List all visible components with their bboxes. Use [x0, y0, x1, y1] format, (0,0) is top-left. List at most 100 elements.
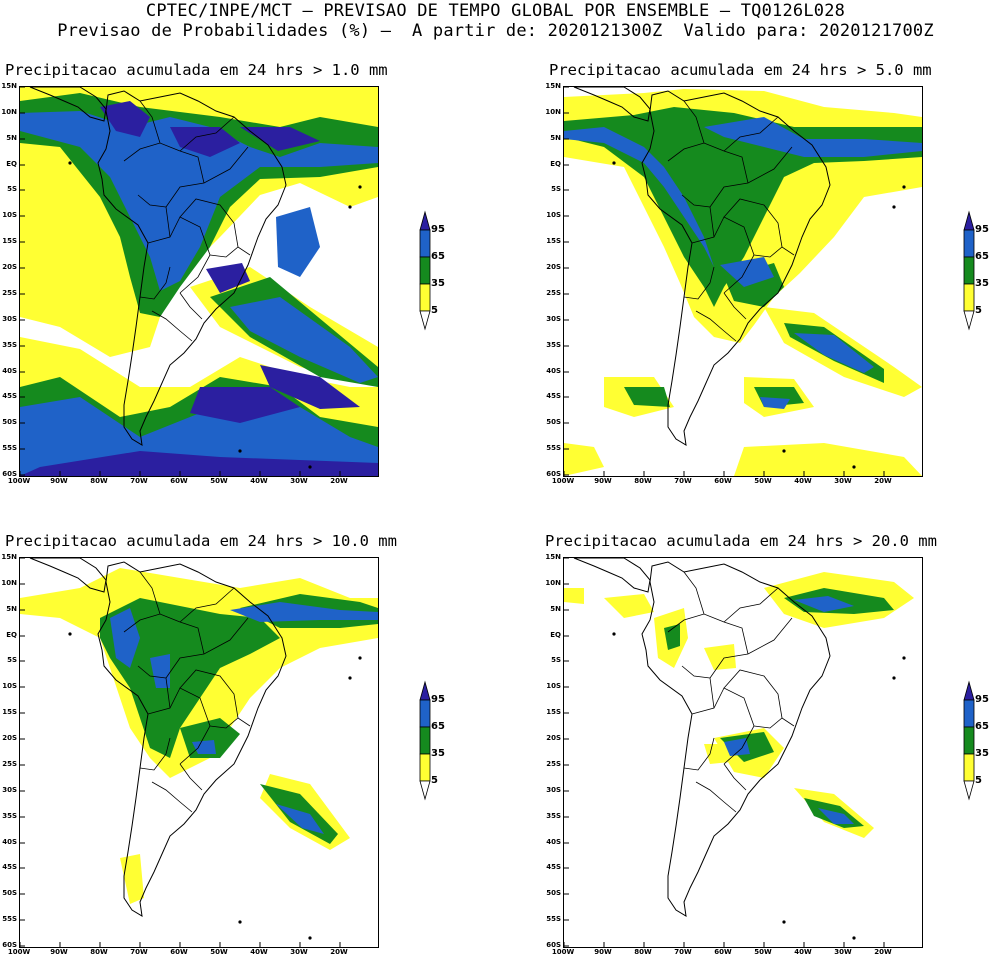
panel-3-map [19, 557, 379, 948]
lon-label: 20W [874, 477, 892, 485]
lat-label: 15S [2, 237, 17, 246]
country-border [709, 617, 793, 709]
colorbar-label: 65 [975, 721, 989, 732]
lat-label: 30S [546, 314, 561, 323]
colorbar-segment-5 [963, 753, 975, 782]
lat-label: 60S [546, 941, 561, 949]
lat-label: 50S [2, 889, 17, 898]
island [238, 920, 242, 924]
panel-1-map [19, 86, 379, 477]
island [308, 936, 312, 940]
colorbar-segment-35 [963, 726, 975, 755]
lon-label: 80W [634, 477, 652, 485]
country-border [723, 587, 779, 623]
prob-region [760, 397, 790, 409]
country-border [165, 146, 249, 238]
island [892, 205, 896, 209]
lat-label: 10S [2, 682, 17, 691]
lat-label: 5S [551, 656, 561, 665]
colorbar-label: 95 [431, 224, 445, 235]
prob-region [704, 644, 736, 670]
prob-region [704, 744, 730, 764]
prob-region [192, 740, 216, 754]
lat-label: 15S [546, 237, 561, 246]
colorbar [963, 210, 975, 331]
island [238, 449, 242, 453]
country-border [683, 571, 705, 615]
lon-label: 90W [594, 477, 612, 485]
colorbar-label: 5 [431, 305, 438, 316]
central-america-coastline [29, 87, 107, 122]
lon-label: 40W [794, 477, 812, 485]
lat-label: 10S [546, 211, 561, 220]
lat-label: 60S [2, 941, 17, 949]
colorbar-segment-5 [963, 283, 975, 312]
colorbar-segment-35 [419, 726, 431, 755]
lat-label: 20S [546, 263, 561, 272]
country-border [179, 116, 235, 152]
lat-label: 5S [7, 185, 17, 194]
island [902, 185, 906, 189]
country-border [139, 100, 161, 144]
country-border [165, 617, 249, 709]
lat-label: 60S [2, 470, 17, 478]
lat-label: 60S [546, 470, 561, 478]
lon-label: 70W [674, 477, 692, 485]
panel-3-title: Precipitacao acumulada em 24 hrs > 10.0 … [5, 532, 397, 550]
colorbar-label: 5 [975, 775, 982, 786]
country-border [209, 246, 251, 258]
island [348, 676, 352, 680]
lat-label: 35S [2, 811, 17, 820]
colorbar-label: 95 [975, 694, 989, 705]
prob-region [100, 598, 280, 758]
south-america-coastline [97, 561, 287, 917]
lat-label: 40S [546, 837, 561, 846]
lat-label: 5N [550, 133, 561, 142]
lat-label: 30S [546, 785, 561, 794]
island [68, 161, 72, 165]
prob-region [794, 333, 874, 373]
lat-label: 45S [2, 863, 17, 872]
prob-region [230, 602, 378, 622]
prob-region [720, 257, 774, 287]
island [68, 632, 72, 636]
colorbar-segment-below [419, 780, 431, 801]
panel-1-field [20, 87, 378, 476]
prob-region [260, 365, 360, 409]
prob-region [206, 263, 250, 293]
colorbar-label: 65 [431, 721, 445, 732]
country-border [753, 246, 795, 258]
lat-label: 45S [546, 392, 561, 401]
lat-label: EQ [6, 630, 17, 639]
colorbar-label: 35 [975, 748, 989, 759]
lat-label: 10N [1, 107, 17, 116]
south-america-coastline [641, 90, 831, 446]
lon-label: 60W [170, 477, 188, 485]
colorbar-segment-65 [419, 229, 431, 258]
lat-label: 25S [2, 288, 17, 297]
panel-1-title: Precipitacao acumulada em 24 hrs > 1.0 m… [5, 61, 388, 79]
prob-region [276, 207, 320, 277]
lon-label: 100W [551, 948, 575, 956]
colorbar [963, 680, 975, 801]
lat-label: EQ [550, 159, 561, 168]
lat-label: EQ [550, 630, 561, 639]
lon-label: 60W [714, 948, 732, 956]
colorbar-label: 35 [431, 748, 445, 759]
lon-label: 40W [250, 948, 268, 956]
lon-label: 80W [634, 948, 652, 956]
country-border [151, 310, 193, 342]
panel-2-map [563, 86, 923, 477]
colorbar-label: 5 [975, 305, 982, 316]
lon-label: 100W [551, 477, 575, 485]
colorbar-segment-5 [419, 283, 431, 312]
chart-title-line1: CPTEC/INPE/MCT — PREVISAO DE TEMPO GLOBA… [145, 1, 846, 21]
lat-label: 15N [1, 553, 17, 561]
country-border [139, 737, 171, 771]
prob-region [604, 594, 654, 618]
island [852, 936, 856, 940]
country-border [123, 142, 205, 184]
prob-region [564, 588, 584, 604]
prob-region [110, 608, 140, 668]
country-border [695, 781, 737, 813]
